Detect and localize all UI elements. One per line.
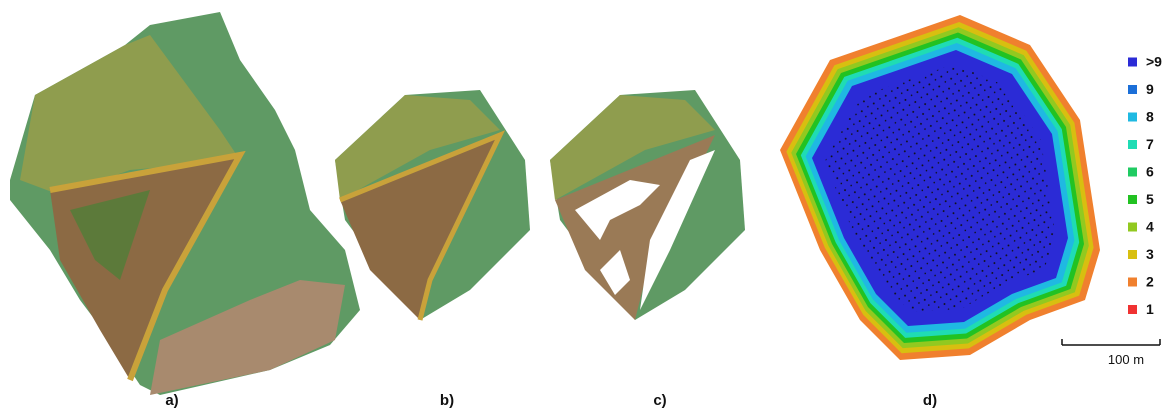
- orthomosaic-b: [335, 90, 530, 320]
- legend-swatch: [1128, 113, 1137, 122]
- legend-swatch: [1128, 195, 1137, 204]
- scale-bar: 100 m: [1062, 339, 1160, 367]
- legend-swatch: [1128, 85, 1137, 94]
- panel-label: b): [440, 392, 454, 409]
- legend-label: 9: [1146, 81, 1154, 97]
- figure-canvas: a) b) c) d) 100 m >9 9 8 7 6 5 4 3 2 1: [0, 0, 1172, 414]
- orthomosaic-c: [550, 90, 745, 320]
- legend-swatch: [1128, 168, 1137, 177]
- legend-swatch: [1128, 223, 1137, 232]
- panel-label: c): [653, 392, 666, 409]
- legend-label: 7: [1146, 136, 1154, 152]
- overlap-map: [780, 15, 1100, 360]
- legend-label: 1: [1146, 301, 1154, 317]
- scale-label: 100 m: [1108, 352, 1144, 367]
- panel-label: a): [165, 392, 178, 409]
- legend-swatch: [1128, 305, 1137, 314]
- legend-swatch: [1128, 278, 1137, 287]
- legend-label: 3: [1146, 246, 1154, 262]
- legend-label: >9: [1146, 54, 1162, 70]
- legend: >9 9 8 7 6 5 4 3 2 1: [1128, 54, 1162, 318]
- panel-label: d): [923, 392, 937, 409]
- legend-swatch: [1128, 140, 1137, 149]
- legend-label: 5: [1146, 191, 1154, 207]
- legend-label: 4: [1146, 219, 1154, 235]
- legend-swatch: [1128, 58, 1137, 67]
- legend-swatch: [1128, 250, 1137, 259]
- legend-label: 6: [1146, 164, 1154, 180]
- figure: a) b) c) d) 100 m >9 9 8 7 6 5 4 3 2 1: [0, 0, 1172, 414]
- legend-label: 8: [1146, 109, 1154, 125]
- orthomosaic-a: [10, 12, 360, 395]
- legend-label: 2: [1146, 274, 1154, 290]
